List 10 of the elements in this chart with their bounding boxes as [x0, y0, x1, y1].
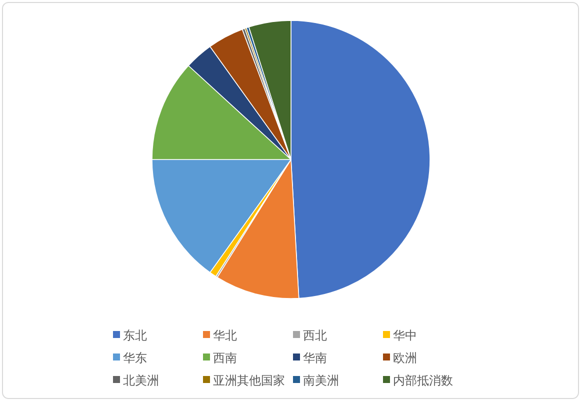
legend-label: 华北	[213, 328, 237, 342]
legend-label: 东北	[123, 328, 147, 342]
legend-label: 西北	[303, 328, 327, 342]
legend-label: 西南	[213, 351, 237, 365]
legend-label: 南美洲	[303, 374, 339, 388]
legend-label: 北美洲	[123, 374, 159, 388]
legend-label: 华南	[303, 351, 327, 365]
legend-label: 欧洲	[393, 351, 417, 365]
legend-label: 华东	[123, 351, 147, 365]
legend-label: 华中	[393, 328, 417, 342]
